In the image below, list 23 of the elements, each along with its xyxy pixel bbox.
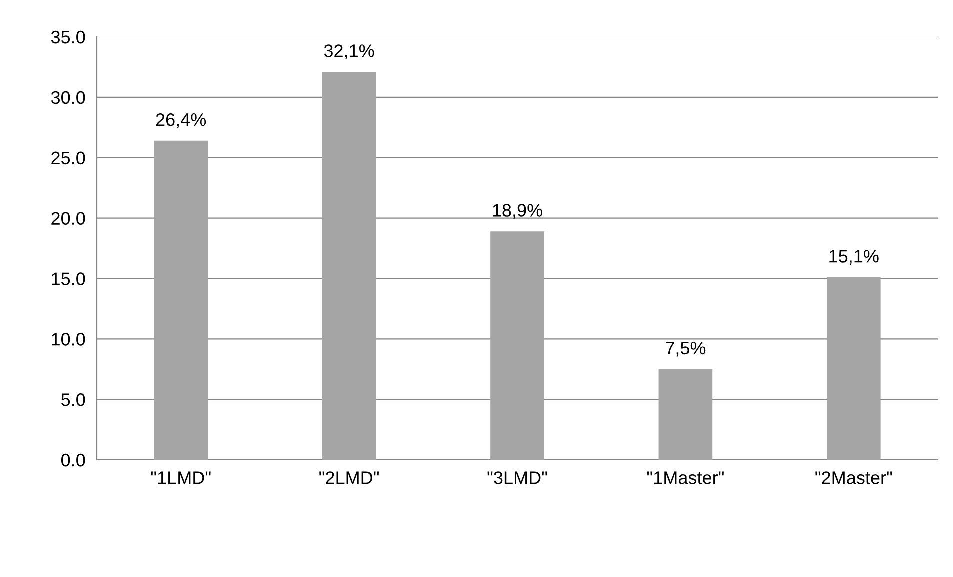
data-label: 32,1% [324,44,374,60]
bar [658,369,713,460]
x-tick-label: "2LMD" [320,472,380,484]
y-tick-label: 15.0 [52,272,86,286]
y-tick-label: 10.0 [52,333,86,346]
y-tick-label: 5.0 [62,394,86,406]
y-tick-label: 0.0 [61,454,86,467]
y-tick-label: 25.0 [52,152,86,165]
bar [154,140,208,460]
x-tick-label: "3LMD" [488,472,548,484]
x-tick-label: "1LMD" [151,472,211,484]
data-label: 7,5% [666,342,706,357]
x-tick-label: "1Master" [647,472,724,484]
y-tick-label: 30.0 [51,91,86,104]
bar [826,278,881,460]
x-tick-label: "2Master" [816,472,892,484]
data-label: 15,1% [830,250,879,265]
bar [490,232,544,460]
data-label: 18,9% [493,204,542,220]
data-label: 26,4% [156,113,206,128]
bar [322,72,376,460]
y-tick-label: 35.0 [51,30,86,44]
y-tick-label: 20.0 [52,212,86,226]
